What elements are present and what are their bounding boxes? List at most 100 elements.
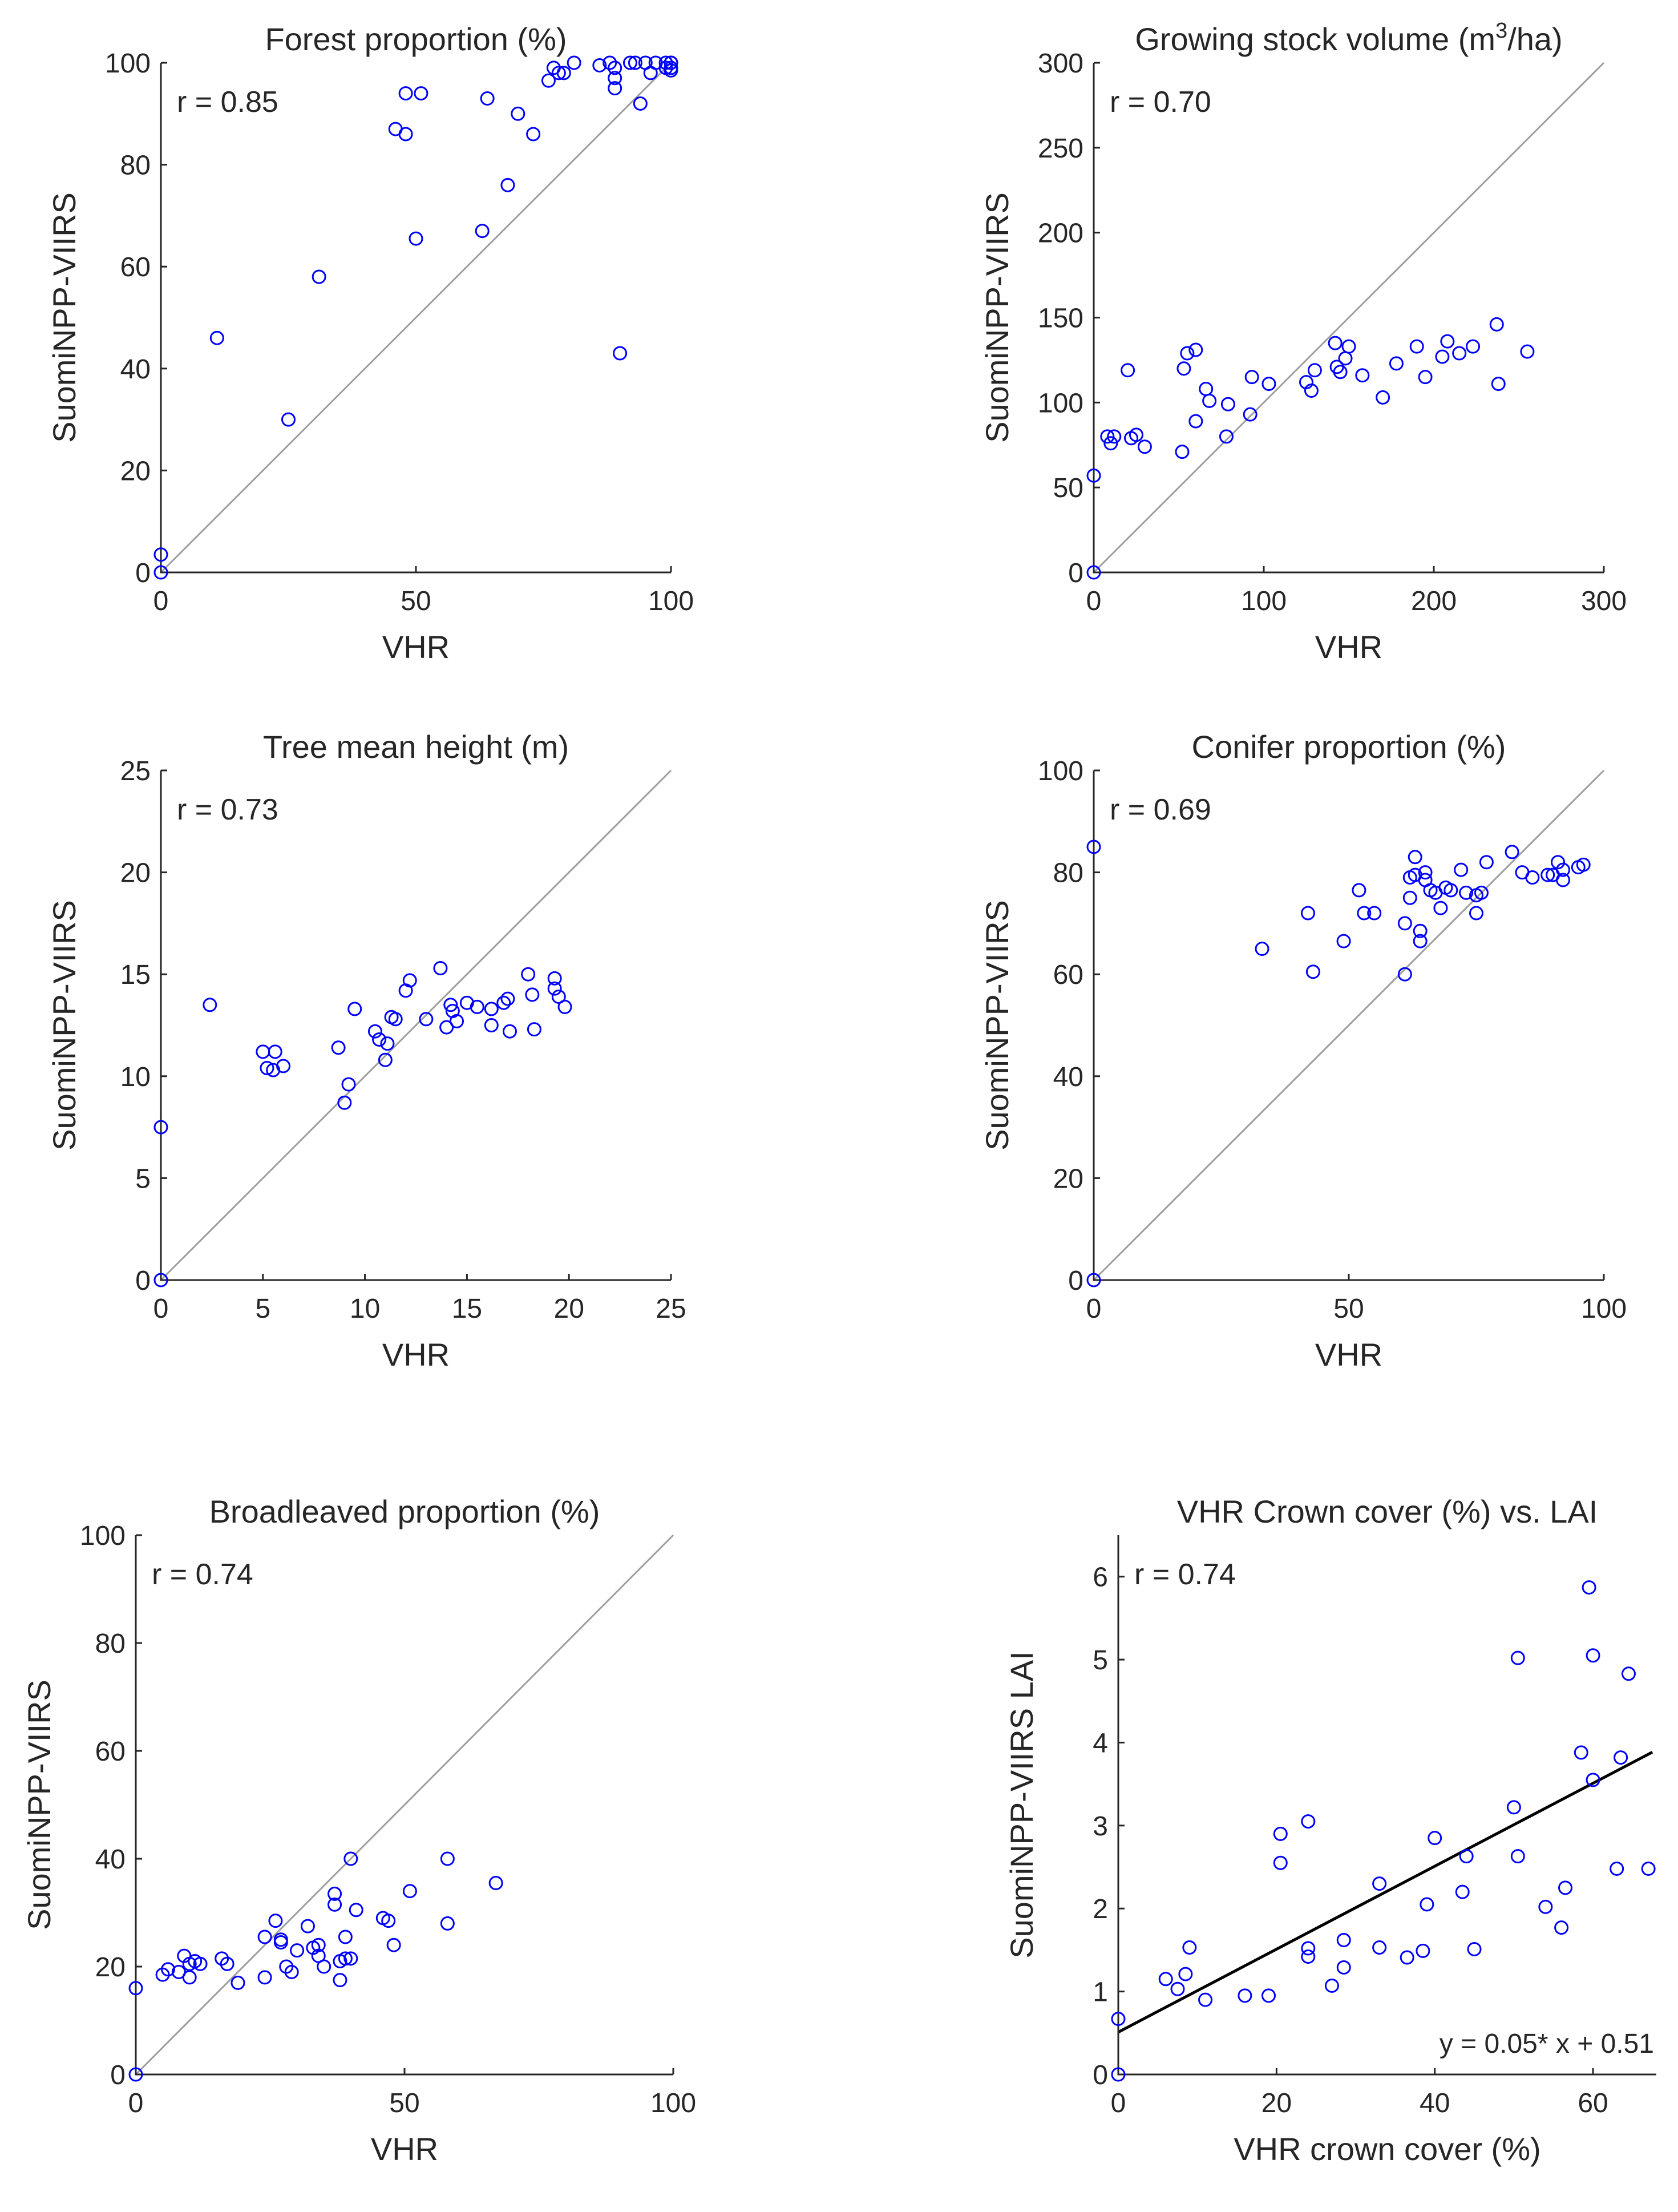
y-tick-label: 0: [1093, 2060, 1108, 2090]
data-point: [1409, 339, 1424, 354]
x-tick-label: 0: [1086, 1294, 1102, 1324]
data-point: [547, 981, 562, 996]
data-point: [658, 60, 673, 75]
data-point: [1357, 906, 1372, 921]
data-point: [450, 1014, 464, 1028]
x-tick-label: 0: [1111, 2088, 1126, 2118]
y-tick-label: 25: [120, 756, 151, 786]
panel-title: VHR Crown cover (%) vs. LAI: [1177, 1493, 1598, 1529]
x-axis-label: VHR: [1315, 1337, 1382, 1373]
y-tick-label: 0: [1068, 558, 1083, 588]
data-point: [1389, 356, 1404, 371]
data-point: [1220, 397, 1235, 411]
data-point: [1452, 346, 1467, 361]
y-tick-label: 5: [1093, 1645, 1108, 1676]
data-point: [1413, 934, 1428, 948]
data-point: [1610, 1861, 1624, 1876]
x-axis-label: VHR: [371, 2131, 438, 2167]
data-point: [1479, 855, 1494, 870]
data-point: [347, 1002, 362, 1016]
y-tick-label: 40: [95, 1844, 126, 1875]
x-tick-label: 0: [153, 1294, 169, 1324]
data-point: [1459, 885, 1474, 900]
data-point: [380, 1036, 395, 1051]
title-end: /ha): [1507, 21, 1563, 57]
y-tick-label: 250: [1038, 134, 1083, 164]
data-point: [1491, 377, 1506, 391]
data-point: [1469, 906, 1483, 921]
data-point: [1086, 468, 1101, 483]
data-point: [1372, 1876, 1387, 1891]
data-point: [256, 1044, 270, 1059]
data-point: [1440, 334, 1455, 349]
data-point: [1180, 346, 1195, 361]
scatter-panel-3: 0 5 10 15 20 25 0 5 10 15 20 25 Tree mean height (m)…: [46, 729, 686, 1373]
correlation-label: r = 0.74: [152, 1558, 253, 1591]
y-tick-label: 80: [1053, 858, 1083, 889]
data-point: [1273, 1826, 1288, 1841]
data-point: [1428, 1831, 1442, 1846]
y-tick-label: 1: [1093, 1977, 1108, 2008]
panel-title: Broadleaved proportion (%): [209, 1493, 600, 1529]
data-point: [1243, 407, 1258, 422]
data-point: [1355, 368, 1370, 383]
data-point: [327, 1897, 342, 1912]
data-point: [1301, 1949, 1316, 1964]
data-point: [1086, 1273, 1101, 1287]
x-axis-label: VHR: [382, 629, 450, 665]
data-point: [1621, 1666, 1636, 1681]
data-point: [1510, 1849, 1525, 1864]
data-point: [633, 96, 648, 111]
correlation-label: r = 0.69: [1110, 793, 1211, 826]
y-tick-label: 3: [1093, 1811, 1108, 1842]
data-point: [557, 999, 572, 1014]
data-point: [1505, 845, 1519, 859]
data-point: [1198, 1992, 1213, 2007]
data-point: [153, 1120, 168, 1135]
y-axis-label: SuomiNPP-VIIRS: [979, 900, 1015, 1151]
data-point: [608, 81, 622, 96]
x-tick-label: 300: [1581, 586, 1627, 616]
data-point: [419, 1012, 434, 1027]
data-point: [1400, 1950, 1414, 1965]
x-tick-label: 0: [128, 2088, 144, 2118]
scatter-panel-4: 0 50 100 0 20 40 60 80 100 Conifer proportion (%)…: [979, 729, 1627, 1373]
data-point: [1510, 1650, 1525, 1665]
identity-line: [135, 1534, 674, 2076]
data-point: [1582, 1580, 1596, 1595]
data-point: [1444, 883, 1458, 898]
title-main: Growing stock volume (m: [1135, 21, 1495, 57]
data-point: [284, 1964, 299, 1979]
y-tick-label: 40: [120, 354, 151, 385]
data-point: [1338, 351, 1353, 366]
data-point: [209, 330, 224, 345]
data-point: [1454, 862, 1469, 877]
data-point: [333, 1973, 347, 1988]
data-point: [1614, 1750, 1628, 1765]
y-tick-label: 150: [1038, 304, 1083, 334]
data-point: [547, 971, 562, 986]
x-tick-label: 50: [1333, 1294, 1364, 1324]
data-point: [1418, 865, 1433, 880]
data-point: [1244, 370, 1259, 385]
y-tick-label: 20: [95, 1952, 126, 1983]
data-point: [613, 346, 628, 361]
y-tick-label: 0: [110, 2060, 126, 2090]
data-point: [1300, 906, 1315, 921]
data-point: [1586, 1773, 1600, 1787]
data-point: [1182, 1940, 1197, 1955]
data-point: [1219, 429, 1234, 444]
data-point: [220, 1956, 234, 1971]
data-point: [398, 127, 413, 142]
y-axis-label: SuomiNPP-VIIRS: [46, 900, 82, 1151]
data-point: [1336, 1932, 1351, 1947]
data-point: [1175, 445, 1190, 459]
data-point: [1574, 1745, 1588, 1760]
scatter-panel-1: 0 50 100 0 20 40 60 80 100 Forest proportion (%) V…: [46, 21, 694, 665]
data-point: [1199, 382, 1214, 397]
data-point: [312, 269, 326, 284]
data-point: [1341, 339, 1356, 354]
data-point: [1558, 1880, 1573, 1895]
x-tick-label: 0: [1086, 586, 1102, 616]
data-point: [511, 106, 525, 121]
